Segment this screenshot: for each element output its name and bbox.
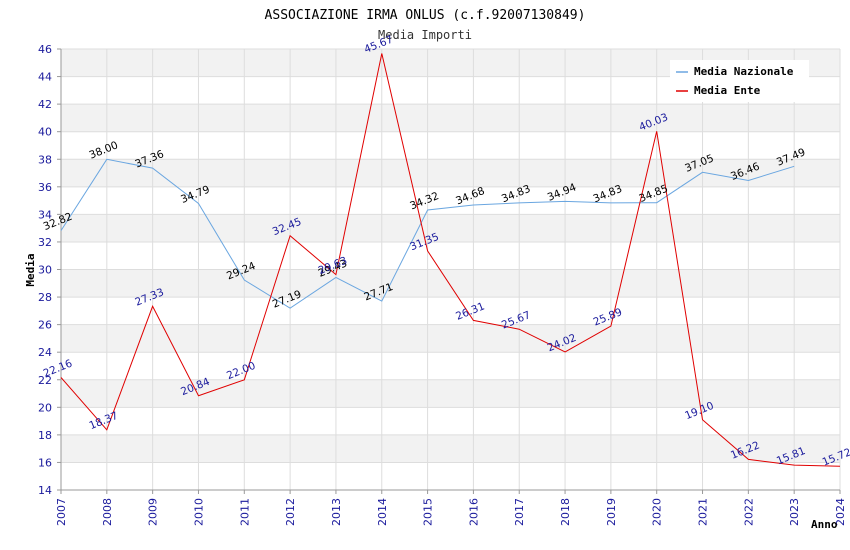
series-line-media-nazionale (60, 158, 795, 309)
x-tick-label: 2024 (834, 498, 847, 526)
y-tick-label: 26 (38, 319, 52, 332)
y-axis-ticks: 14 16 18 20 22 24 26 28 30 32 34 36 38 40 42 44 46 (38, 43, 61, 497)
grid-band (61, 159, 840, 187)
x-tick-label: 2020 (651, 498, 664, 526)
y-tick-label: 16 (38, 456, 52, 469)
legend-label-media-nazionale: Media Nazionale (694, 65, 794, 78)
y-tick-label: 40 (38, 126, 52, 139)
legend-label-media-ente: Media Ente (694, 84, 761, 97)
grid-band (61, 214, 840, 242)
series-lines (60, 53, 841, 467)
x-tick-label: 2007 (55, 498, 68, 526)
data-label-media-ente: 22.16 (42, 357, 75, 380)
grid-band (61, 104, 840, 132)
series-line-media-ente (60, 53, 841, 467)
y-tick-label: 14 (38, 484, 52, 497)
x-tick-label: 2009 (147, 498, 160, 526)
chart-title: ASSOCIAZIONE IRMA ONLUS (c.f.92007130849… (265, 8, 586, 23)
x-tick-label: 2014 (376, 498, 389, 526)
x-tick-label: 2016 (467, 498, 480, 526)
x-tick-label: 2011 (238, 498, 251, 526)
grid-band (61, 434, 840, 463)
legend-box (670, 60, 809, 102)
x-tick-label: 2008 (101, 498, 114, 526)
x-tick-label: 2017 (513, 498, 526, 526)
x-tick-label: 2018 (559, 498, 572, 526)
grid-band (61, 324, 840, 353)
x-tick-label: 2022 (742, 498, 755, 526)
chart-subtitle: Media Importi (378, 28, 472, 42)
x-axis-ticks: 2007 2008 2009 2010 2011 2012 2013 2014 2015 2016… (55, 490, 847, 526)
x-tick-label: 2019 (605, 498, 618, 526)
x-axis-label: Anno (811, 518, 838, 531)
data-label-media-nazionale: 38.00 (88, 139, 120, 161)
y-tick-label: 44 (38, 71, 52, 84)
y-tick-label: 38 (38, 153, 52, 166)
x-tick-label: 2021 (697, 498, 710, 526)
grid-bands (61, 49, 840, 463)
y-tick-label: 24 (38, 346, 52, 359)
y-tick-label: 32 (38, 236, 52, 249)
x-tick-label: 2015 (422, 498, 435, 526)
y-tick-label: 28 (38, 291, 52, 304)
y-tick-label: 20 (38, 401, 52, 414)
x-tick-label: 2013 (330, 498, 343, 526)
grid-band (61, 269, 840, 298)
x-tick-label: 2012 (284, 498, 297, 526)
x-tick-label: 2023 (788, 498, 801, 526)
y-tick-label: 22 (38, 374, 52, 387)
y-tick-label: 34 (38, 208, 52, 221)
data-label-media-ente: 22.00 (225, 360, 257, 382)
y-tick-label: 18 (38, 429, 52, 442)
legend: Media Nazionale Media Ente (670, 60, 809, 102)
data-label-media-ente: 26.31 (454, 300, 486, 322)
grid-band (61, 379, 840, 408)
y-tick-label: 42 (38, 98, 52, 111)
y-tick-label: 30 (38, 264, 52, 277)
data-label-media-nazionale: 34.68 (454, 185, 486, 207)
y-tick-label: 46 (38, 43, 52, 56)
y-tick-label: 36 (38, 181, 52, 194)
y-axis-label: Media (24, 253, 37, 286)
x-tick-label: 2010 (192, 498, 205, 526)
